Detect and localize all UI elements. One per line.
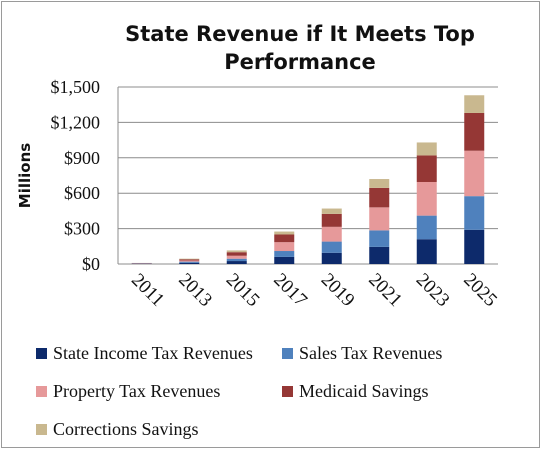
- legend-swatch: [282, 348, 293, 359]
- y-tick-label: $1,200: [51, 112, 101, 132]
- bar-segment: [226, 255, 247, 259]
- bar-segment: [464, 150, 485, 197]
- x-tick-label: 2013: [174, 269, 216, 311]
- x-tick-label: 2019: [317, 269, 359, 311]
- legend-swatch: [36, 424, 47, 435]
- legend-item: Property Tax Revenues: [36, 381, 220, 402]
- x-tick-label: 2015: [222, 269, 264, 311]
- bar-segment: [274, 242, 295, 252]
- bar-segment: [179, 262, 200, 264]
- bar-segment: [321, 208, 342, 214]
- bar-segment: [369, 207, 390, 231]
- chart-title: State Revenue if It Meets Top Performanc…: [125, 22, 475, 74]
- y-tick-label: $1,500: [51, 77, 101, 97]
- bar-segment: [369, 187, 390, 208]
- legend-label: Corrections Savings: [53, 419, 199, 439]
- bar-segment: [274, 251, 295, 257]
- x-tick-label: 2021: [364, 269, 406, 311]
- bar-segment: [416, 215, 437, 240]
- bar-segment: [464, 196, 485, 230]
- y-tick-label: $300: [64, 219, 100, 239]
- legend-swatch: [36, 386, 47, 397]
- bar-segment: [416, 155, 437, 182]
- bar-segment: [226, 252, 247, 256]
- legend-label: Medicaid Savings: [299, 381, 429, 401]
- x-tick-label: 2017: [269, 269, 311, 311]
- legend-label: Sales Tax Revenues: [299, 343, 443, 363]
- bar-segment: [321, 226, 342, 242]
- bar-segment: [464, 112, 485, 151]
- bar-segment: [226, 250, 247, 253]
- x-tick-label: 2011: [127, 269, 168, 310]
- bar-segment: [464, 95, 485, 113]
- bar-segment: [226, 258, 247, 262]
- bar-segment: [179, 258, 200, 260]
- legend-item: State Income Tax Revenues: [36, 343, 253, 364]
- legend-item: Medicaid Savings: [282, 381, 428, 402]
- legend-item: Corrections Savings: [36, 419, 199, 440]
- y-tick-label: $900: [64, 148, 100, 168]
- legend-swatch: [36, 348, 47, 359]
- legend-swatch: [282, 386, 293, 397]
- legend-label: State Income Tax Revenues: [53, 343, 253, 363]
- bar-segment: [321, 213, 342, 227]
- bar-segment: [274, 231, 295, 235]
- bar-segment: [464, 229, 485, 264]
- bar-segment: [369, 246, 390, 264]
- bar-segment: [321, 252, 342, 264]
- bar-segment: [416, 239, 437, 264]
- y-tick-label: $600: [64, 183, 100, 203]
- bar-segment: [274, 234, 295, 243]
- bar-segment: [274, 256, 295, 264]
- bar-segment: [369, 230, 390, 247]
- bar-segment: [416, 142, 437, 156]
- bar-segment: [179, 261, 200, 263]
- bar-segment: [369, 179, 390, 188]
- x-tick-label: 2025: [459, 269, 501, 311]
- bar-segment: [179, 260, 200, 262]
- legend-label: Property Tax Revenues: [53, 381, 221, 401]
- x-tick-label: 2023: [412, 269, 454, 311]
- y-tick-label: $0: [82, 254, 100, 274]
- bar-segment: [321, 241, 342, 253]
- bar-segment: [179, 259, 200, 261]
- bar-segment: [416, 181, 437, 216]
- bar-segment: [226, 261, 247, 264]
- y-axis-title: Millions: [16, 143, 34, 208]
- legend-item: Sales Tax Revenues: [282, 343, 442, 364]
